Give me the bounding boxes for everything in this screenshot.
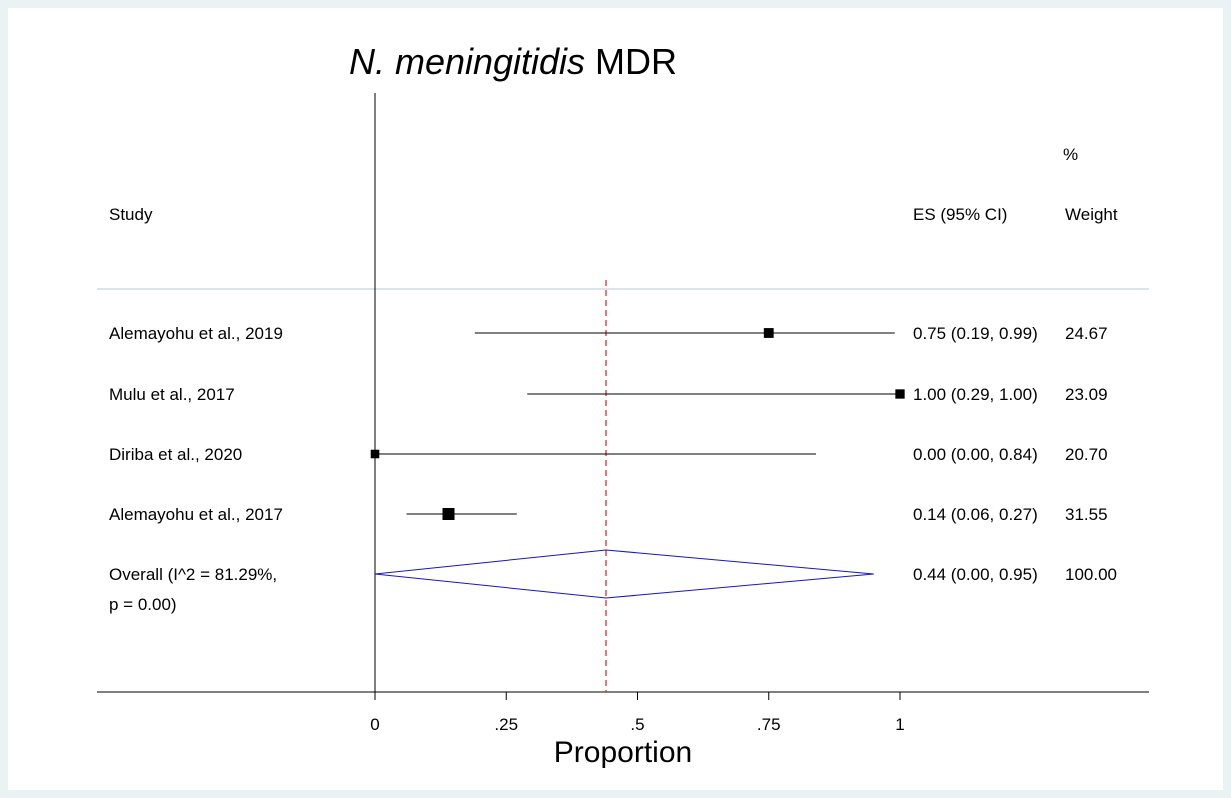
x-tick-label: 1 bbox=[895, 715, 904, 734]
forest-plot: N. meningitidis MDR Study ES (95% CI) % … bbox=[97, 41, 1149, 769]
x-tick-label: 0 bbox=[370, 715, 379, 734]
study-rows: Alemayohu et al., 2019 0.75 (0.19, 0.99) 2… bbox=[109, 324, 1108, 524]
chart-title-rest: MDR bbox=[585, 41, 677, 82]
study-label: Mulu et al., 2017 bbox=[109, 385, 235, 404]
study-label: Alemayohu et al., 2019 bbox=[109, 324, 283, 343]
study-point-estimate bbox=[442, 508, 455, 520]
overall-es-text: 0.44 (0.00, 0.95) bbox=[913, 565, 1038, 584]
study-weight: 24.67 bbox=[1065, 324, 1108, 343]
study-label: Diriba et al., 2020 bbox=[109, 445, 242, 464]
x-tick-label: .25 bbox=[494, 715, 518, 734]
study-es-text: 0.14 (0.06, 0.27) bbox=[913, 505, 1038, 524]
header-weight: Weight bbox=[1065, 205, 1118, 224]
study-es-text: 0.75 (0.19, 0.99) bbox=[913, 324, 1038, 343]
overall-row: Overall (I^2 = 81.29%, p = 0.00) 0.44 (0.0… bbox=[109, 549, 1117, 614]
study-weight: 31.55 bbox=[1065, 505, 1108, 524]
x-tick-label: .5 bbox=[630, 715, 644, 734]
study-point-estimate bbox=[370, 449, 380, 459]
study-weight: 23.09 bbox=[1065, 385, 1108, 404]
overall-label-line2: p = 0.00) bbox=[109, 595, 177, 614]
header-es: ES (95% CI) bbox=[913, 205, 1007, 224]
overall-label-line1: Overall (I^2 = 81.29%, bbox=[109, 565, 277, 584]
overall-diamond bbox=[374, 549, 874, 599]
x-ticks: 0 .25 .5 .75 1 bbox=[370, 692, 905, 734]
study-es-text: 0.00 (0.00, 0.84) bbox=[913, 445, 1038, 464]
overall-weight: 100.00 bbox=[1065, 565, 1117, 584]
header-study: Study bbox=[109, 205, 153, 224]
study-es-text: 1.00 (0.29, 1.00) bbox=[913, 385, 1038, 404]
x-axis-label: Proportion bbox=[554, 736, 692, 769]
study-weight: 20.70 bbox=[1065, 445, 1108, 464]
study-point-estimate bbox=[763, 328, 774, 338]
chart-area: N. meningitidis MDR Study ES (95% CI) % … bbox=[8, 8, 1223, 790]
study-label: Alemayohu et al., 2017 bbox=[109, 505, 283, 524]
study-point-estimate bbox=[895, 389, 905, 399]
chart-title-italic: N. meningitidis bbox=[349, 41, 585, 82]
x-tick-label: .75 bbox=[757, 715, 781, 734]
header-weight-pct: % bbox=[1063, 145, 1078, 164]
chart-title: N. meningitidis MDR bbox=[349, 41, 677, 82]
